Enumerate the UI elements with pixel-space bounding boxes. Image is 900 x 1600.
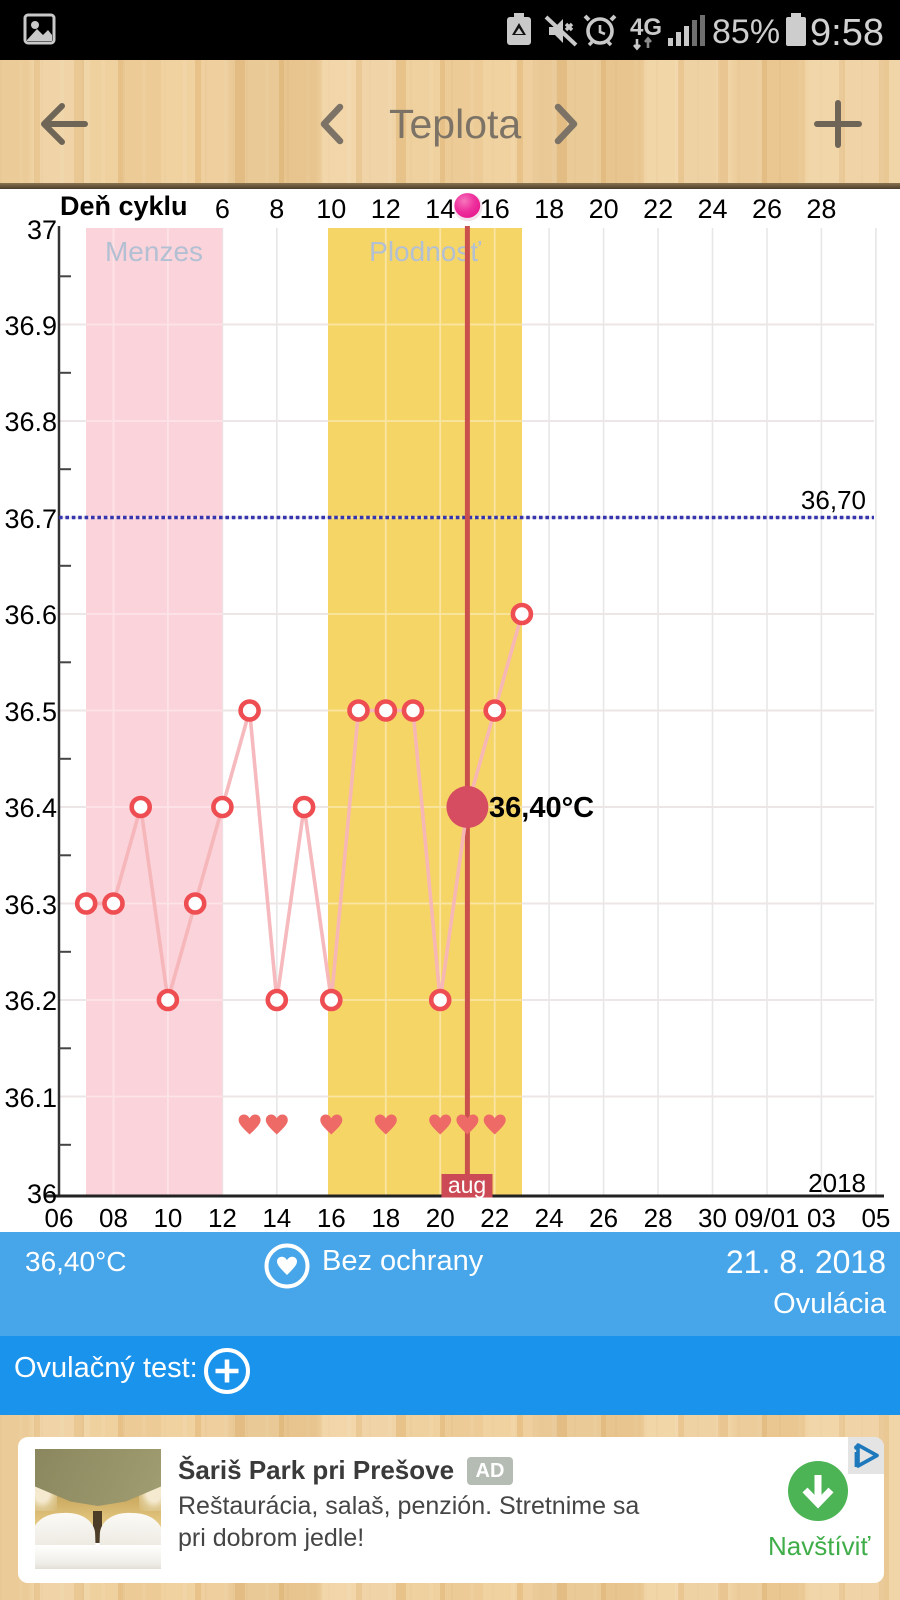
svg-text:36.3: 36.3 xyxy=(4,890,57,920)
svg-text:26: 26 xyxy=(752,194,782,224)
svg-text:08: 08 xyxy=(99,1203,128,1232)
svg-text:12: 12 xyxy=(371,194,401,224)
svg-text:9:58: 9:58 xyxy=(810,12,884,54)
svg-text:36.9: 36.9 xyxy=(4,311,57,341)
svg-text:12: 12 xyxy=(208,1203,237,1232)
svg-text:36.1: 36.1 xyxy=(4,1083,57,1113)
svg-text:05: 05 xyxy=(861,1203,890,1232)
svg-text:10: 10 xyxy=(316,194,346,224)
svg-text:36.8: 36.8 xyxy=(4,407,57,437)
svg-text:85%: 85% xyxy=(712,13,780,51)
svg-text:Teplota: Teplota xyxy=(389,101,521,147)
svg-text:22: 22 xyxy=(643,194,673,224)
svg-text:14: 14 xyxy=(425,194,455,224)
svg-text:18: 18 xyxy=(371,1203,400,1232)
svg-text:20: 20 xyxy=(426,1203,455,1232)
svg-text:36,40°C: 36,40°C xyxy=(489,792,594,824)
svg-text:28: 28 xyxy=(644,1203,673,1232)
svg-text:10: 10 xyxy=(153,1203,182,1232)
svg-text:18: 18 xyxy=(534,194,564,224)
svg-text:22: 22 xyxy=(480,1203,509,1232)
svg-text:24: 24 xyxy=(535,1203,564,1232)
svg-text:8: 8 xyxy=(269,194,284,224)
svg-text:30: 30 xyxy=(698,1203,727,1232)
svg-text:37: 37 xyxy=(27,215,57,245)
svg-text:26: 26 xyxy=(589,1203,618,1232)
svg-text:28: 28 xyxy=(806,194,836,224)
svg-text:09/01: 09/01 xyxy=(734,1203,799,1232)
svg-text:36.2: 36.2 xyxy=(4,986,57,1016)
svg-text:36: 36 xyxy=(27,1179,57,1209)
svg-text:36.6: 36.6 xyxy=(4,600,57,630)
svg-text:aug: aug xyxy=(448,1172,486,1198)
svg-text:4G: 4G xyxy=(630,14,662,41)
svg-text:36.5: 36.5 xyxy=(4,697,57,727)
svg-text:36,70: 36,70 xyxy=(801,485,866,515)
svg-text:36.4: 36.4 xyxy=(4,793,57,823)
svg-text:Plodnosť: Plodnosť xyxy=(369,236,481,267)
svg-text:06: 06 xyxy=(45,1203,74,1232)
svg-text:16: 16 xyxy=(480,194,510,224)
svg-text:16: 16 xyxy=(317,1203,346,1232)
svg-text:03: 03 xyxy=(807,1203,836,1232)
svg-text:20: 20 xyxy=(589,194,619,224)
svg-text:36.7: 36.7 xyxy=(4,504,57,534)
svg-text:Menzes: Menzes xyxy=(105,236,203,267)
svg-text:2018: 2018 xyxy=(808,1168,866,1198)
svg-text:24: 24 xyxy=(697,194,727,224)
svg-text:14: 14 xyxy=(262,1203,291,1232)
svg-text:6: 6 xyxy=(215,194,230,224)
svg-text:Deň cyklu: Deň cyklu xyxy=(60,191,188,221)
